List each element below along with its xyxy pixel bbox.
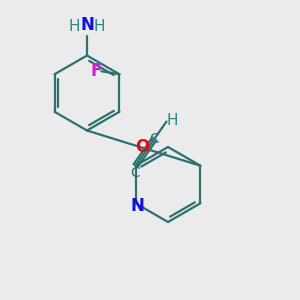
Text: C: C — [130, 166, 140, 180]
Text: O: O — [135, 138, 149, 156]
Text: N: N — [131, 197, 145, 215]
Text: C: C — [150, 132, 159, 146]
Text: F: F — [90, 62, 102, 80]
Text: H: H — [94, 19, 105, 34]
Text: N: N — [80, 16, 94, 34]
Text: H: H — [69, 19, 80, 34]
Text: H: H — [167, 112, 178, 128]
